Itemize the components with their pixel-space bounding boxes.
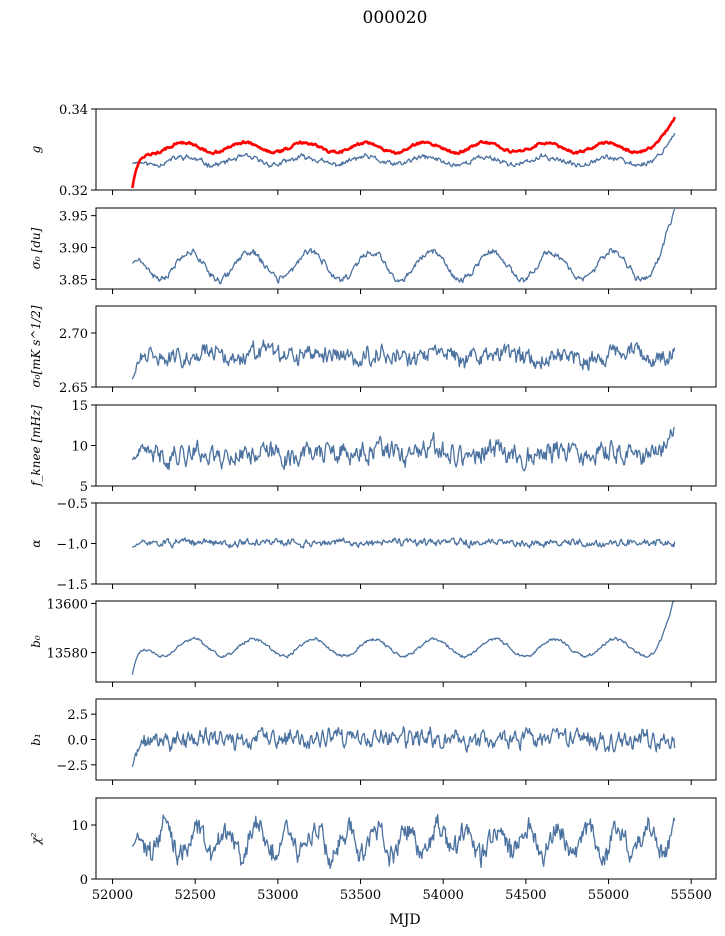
- y-tick-label-b1-0: −2.5: [56, 759, 88, 774]
- y-tick-label-fknee-1: 10: [71, 440, 88, 455]
- y-tick-label-b0-1: 13600: [47, 597, 88, 612]
- panels: 0.32 0.34 g 3.85 3.90 3.95 σ₀ [du] 2.65 2.70 σ₀[m…: [29, 103, 717, 903]
- series-line-b0-0: [131, 600, 675, 675]
- y-tick-label-chi2-1: 10: [71, 819, 88, 834]
- y-tick-label-g-1: 0.34: [59, 103, 88, 118]
- y-tick-label-b0-0: 13580: [47, 647, 88, 662]
- y-tick-label-fknee-2: 15: [71, 399, 88, 414]
- y-tick-label-sigma0_mk-1: 2.70: [59, 327, 88, 342]
- series-line-fknee-0: [131, 426, 676, 472]
- series-line-g-0: [132, 132, 676, 168]
- y-tick-label-fknee-0: 5: [80, 480, 88, 495]
- x-tick-label-7: 55500: [671, 888, 712, 903]
- axes-frame-chi2: [95, 797, 717, 880]
- y-axis-label-fknee: f_knee [mHz]: [29, 405, 43, 487]
- panel-chi2: 0 10 52000 52500 53000 53500 54000 54500 55000 55…: [29, 797, 717, 903]
- y-tick-label-alpha-0: −1.5: [56, 578, 88, 593]
- panel-b0: 13580 13600 b₀: [29, 597, 717, 687]
- panel-fknee: 5 10 15 f_knee [mHz]: [29, 399, 717, 495]
- y-tick-label-chi2-0: 0: [80, 873, 88, 888]
- y-tick-label-sigma0_du-1: 3.90: [59, 242, 88, 257]
- x-tick-label-3: 53500: [340, 888, 381, 903]
- y-tick-label-alpha-2: −0.5: [56, 497, 88, 512]
- panel-b1: −2.5 0.0 2.5 b₁: [29, 698, 717, 785]
- axes-frame-b0: [95, 600, 717, 683]
- x-tick-label-0: 52000: [92, 888, 133, 903]
- x-tick-label-1: 52500: [175, 888, 216, 903]
- y-tick-label-sigma0_du-0: 3.85: [59, 273, 88, 288]
- y-tick-label-b1-1: 0.0: [67, 734, 88, 749]
- x-tick-label-6: 55000: [588, 888, 629, 903]
- x-tick-label-5: 54500: [505, 888, 546, 903]
- series-line-sigma0_du-0: [131, 208, 676, 285]
- y-axis-label-sigma0_du: σ₀ [du]: [29, 227, 43, 269]
- y-axis-label-b1: b₁: [29, 733, 43, 746]
- y-tick-label-alpha-1: −1.0: [56, 538, 88, 553]
- y-tick-label-b1-2: 2.5: [67, 708, 88, 723]
- series-line-chi2-0: [131, 813, 676, 869]
- y-tick-label-sigma0_du-2: 3.95: [59, 210, 88, 225]
- panel-sigma0_du: 3.85 3.90 3.95 σ₀ [du]: [29, 207, 717, 294]
- y-axis-label-sigma0_mk: σ₀[mK s^1/2]: [29, 305, 43, 387]
- figure-title: 000020: [363, 8, 428, 28]
- y-axis-label-b0: b₀: [29, 635, 43, 648]
- y-tick-label-sigma0_mk-0: 2.65: [59, 381, 88, 396]
- panel-sigma0_mk: 2.65 2.70 σ₀[mK s^1/2]: [29, 305, 717, 396]
- x-tick-label-2: 53000: [257, 888, 298, 903]
- panel-g: 0.32 0.34 g: [29, 103, 717, 199]
- y-axis-label-alpha: α: [29, 539, 43, 547]
- y-axis-label-chi2: χ²: [29, 832, 43, 845]
- series-line-g-1: [131, 116, 676, 189]
- axes-frame-sigma0_mk: [95, 305, 717, 388]
- axes-frame-g: [95, 108, 717, 191]
- y-axis-label-g: g: [29, 145, 43, 153]
- series-line-sigma0_mk-0: [131, 339, 676, 380]
- y-tick-label-g-0: 0.32: [59, 184, 88, 199]
- axes-frame-sigma0_du: [95, 207, 717, 290]
- series-line-alpha-0: [132, 537, 676, 549]
- x-axis-label: MJD: [389, 912, 420, 928]
- panel-alpha: −1.5 −1.0 −0.5 α: [29, 497, 717, 593]
- x-tick-label-4: 54000: [423, 888, 464, 903]
- series-line-b1-0: [131, 726, 676, 767]
